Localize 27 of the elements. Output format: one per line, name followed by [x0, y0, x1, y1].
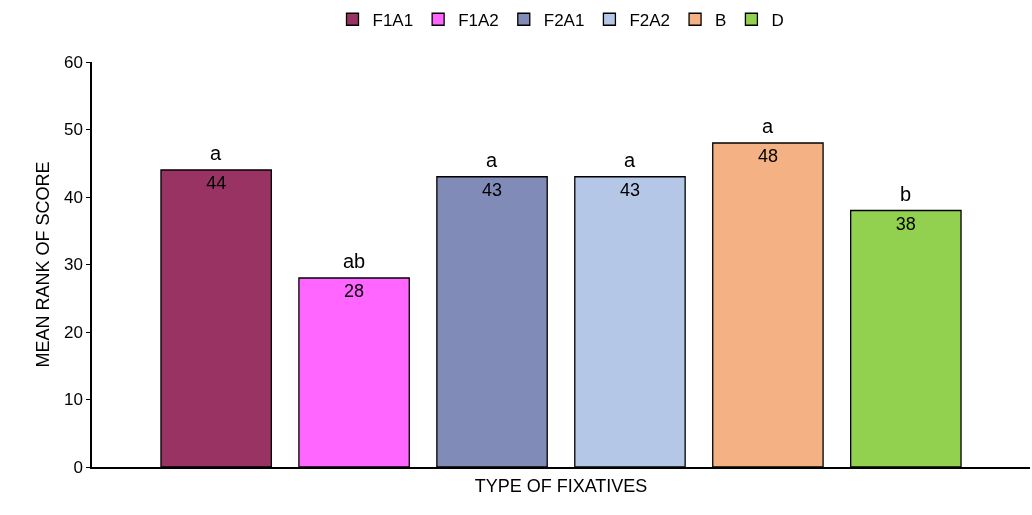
- y-tick-label: 50: [63, 120, 83, 140]
- annotation: a: [624, 149, 636, 171]
- data-label: 43: [482, 179, 503, 200]
- y-tick-label: 20: [63, 322, 83, 342]
- legend-label: F1A2: [458, 10, 499, 30]
- legend-label: F1A1: [372, 10, 414, 30]
- data-label: 43: [619, 179, 640, 200]
- annotation: b: [900, 183, 912, 205]
- legend-label: B: [715, 10, 727, 30]
- legend-label: F2A2: [629, 10, 671, 30]
- annotation: ab: [343, 250, 366, 272]
- y-axis-title: MEAN RANK OF SCORE: [32, 161, 53, 368]
- data-label: 28: [344, 281, 365, 301]
- annotation: a: [210, 142, 222, 164]
- x-axis-title: TYPE OF FIXATIVES: [474, 476, 648, 497]
- annotation: a: [762, 115, 774, 137]
- y-tick-label: 10: [63, 390, 83, 410]
- annotation: a: [486, 149, 498, 171]
- y-tick-label: 40: [63, 187, 83, 207]
- legend-label: D: [771, 10, 784, 30]
- y-tick-label: 60: [63, 52, 83, 72]
- data-label: 44: [206, 173, 227, 193]
- y-tick-label: 30: [63, 255, 83, 275]
- data-label: 48: [757, 146, 778, 166]
- y-tick-label: 0: [73, 457, 83, 477]
- legend-label: F2A1: [543, 10, 585, 30]
- data-label: 38: [895, 213, 916, 234]
